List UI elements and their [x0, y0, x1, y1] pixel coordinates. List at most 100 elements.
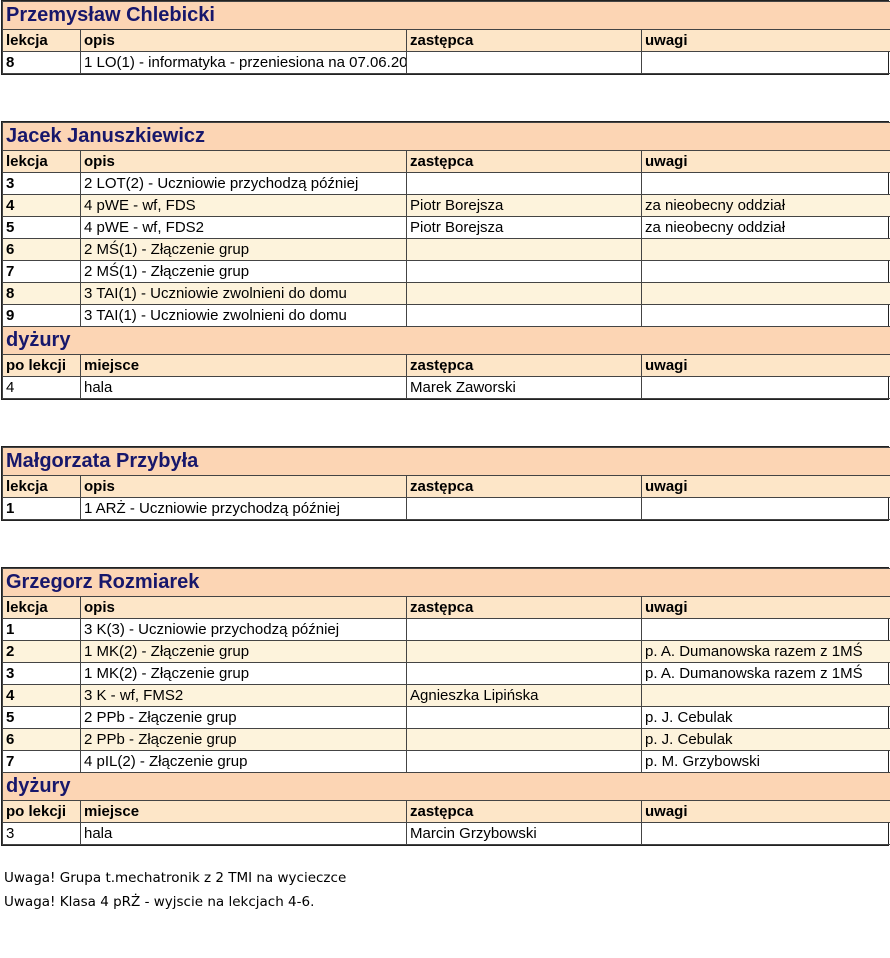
- cell: 7: [2, 750, 81, 773]
- cell: za nieobecny oddział: [640, 216, 890, 239]
- table-row: 4 hala Marek Zaworski: [2, 376, 890, 399]
- empty-cell: [406, 640, 642, 663]
- note: Uwaga! Grupa t.mechatronik z 2 TMI na wy…: [4, 870, 347, 886]
- header-cell: lekcja: [2, 475, 81, 498]
- cell: 2: [2, 640, 81, 663]
- cell: 2 LOT(2) - Uczniowie przychodzą później: [80, 172, 407, 195]
- cell: Marcin Grzybowski: [406, 822, 642, 845]
- cell: 3 TAI(1) - Uczniowie zwolnieni do domu: [80, 282, 407, 305]
- empty-cell: [406, 304, 642, 327]
- header-cell: zastępca: [406, 596, 642, 619]
- title-row: Przemysław Chlebicki: [1, 1, 890, 30]
- header-row: lekcja opis zastępca uwagi: [2, 29, 890, 52]
- header-cell: miejsce: [80, 354, 407, 377]
- empty-cell: [406, 497, 642, 520]
- cell: 1 MK(2) - Złączenie grup: [80, 640, 407, 663]
- header-cell: opis: [80, 29, 407, 52]
- header-cell: uwagi: [640, 475, 890, 498]
- cell: p. M. Grzybowski: [640, 750, 890, 773]
- cell: 1 MK(2) - Złączenie grup: [80, 662, 407, 685]
- empty-cell: [640, 684, 890, 707]
- table-body: Jacek Januszkiewicz lekcja opis zastępca uwa…: [1, 122, 890, 399]
- empty-cell: [640, 282, 890, 305]
- header-cell: uwagi: [640, 29, 890, 52]
- empty-cell: [406, 238, 642, 261]
- cell: 4 pWE - wf, FDS2: [80, 216, 407, 239]
- header-cell: miejsce: [80, 800, 407, 823]
- header-cell: uwagi: [640, 800, 890, 823]
- header-cell: zastępca: [406, 800, 642, 823]
- cell: Agnieszka Lipińska: [406, 684, 642, 707]
- cell: p. J. Cebulak: [640, 728, 890, 751]
- cell: 5: [2, 216, 81, 239]
- header-cell: lekcja: [2, 150, 81, 173]
- notes: Uwaga! Grupa t.mechatronik z 2 TMI na wy…: [0, 866, 890, 914]
- empty-cell: [640, 51, 890, 74]
- empty-cell: [640, 260, 890, 283]
- cell: 1 LO(1) - informatyka - przeniesiona na …: [80, 51, 407, 74]
- cell: 4: [2, 376, 81, 399]
- empty-cell: [640, 376, 890, 399]
- cell: 4: [2, 684, 81, 707]
- header-cell: opis: [80, 596, 407, 619]
- header-row: lekcja opis zastępca uwagi: [2, 596, 890, 619]
- empty-cell: [406, 172, 642, 195]
- header-row: po lekcji miejsce zastępca uwagi: [2, 800, 890, 823]
- cell: 3: [2, 822, 81, 845]
- cell: 4 pWE - wf, FDS: [80, 194, 407, 217]
- cell: 8: [2, 51, 81, 74]
- header-row: lekcja opis zastępca uwagi: [2, 475, 890, 498]
- cell: p. A. Dumanowska razem z 1MŚ: [640, 662, 890, 685]
- cell: za nieobecny oddział: [640, 194, 890, 217]
- cell: 7: [2, 260, 81, 283]
- cell: hala: [80, 822, 407, 845]
- table-row: 3 hala Marcin Grzybowski: [2, 822, 890, 845]
- empty-cell: [640, 497, 890, 520]
- cell: 3: [2, 662, 81, 685]
- section-title: Małgorzata Przybyła: [1, 447, 890, 476]
- section-title: dyżury: [1, 772, 890, 801]
- section-title: Grzegorz Rozmiarek: [1, 568, 890, 597]
- section-table: Przemysław Chlebicki lekcja opis zastępca uw…: [1, 1, 890, 74]
- title-row: Jacek Januszkiewicz: [1, 122, 890, 151]
- section-table: Grzegorz Rozmiarek lekcja opis zastępca uwag…: [1, 568, 890, 845]
- cell: 3 TAI(1) - Uczniowie zwolnieni do domu: [80, 304, 407, 327]
- cell: 2 PPb - Złączenie grup: [80, 706, 407, 729]
- header-cell: zastępca: [406, 29, 642, 52]
- header-cell: uwagi: [640, 150, 890, 173]
- cell: hala: [80, 376, 407, 399]
- cell: Piotr Borejsza: [406, 194, 642, 217]
- empty-cell: [406, 728, 642, 751]
- header-cell: zastępca: [406, 475, 642, 498]
- cell: 2 MŚ(1) - Złączenie grup: [80, 238, 407, 261]
- empty-cell: [640, 238, 890, 261]
- note: Uwaga! Klasa 4 pRŻ - wyjscie na lekcjach…: [4, 894, 315, 910]
- table-body: Małgorzata Przybyła lekcja opis zastępca uwa…: [1, 447, 890, 520]
- cell: 1: [2, 497, 81, 520]
- cell: 3 K - wf, FMS2: [80, 684, 407, 707]
- section-title: Przemysław Chlebicki: [1, 1, 890, 30]
- header-row: po lekcji miejsce zastępca uwagi: [2, 354, 890, 377]
- header-cell: po lekcji: [2, 800, 81, 823]
- cell: 6: [2, 238, 81, 261]
- title-row: Małgorzata Przybyła: [1, 447, 890, 476]
- cell: Piotr Borejsza: [406, 216, 642, 239]
- section-table: Małgorzata Przybyła lekcja opis zastępca uwa…: [1, 447, 890, 520]
- cell: 8: [2, 282, 81, 305]
- cell: 1: [2, 618, 81, 641]
- empty-cell: [406, 706, 642, 729]
- table-body: Przemysław Chlebicki lekcja opis zastępca uw…: [1, 1, 890, 74]
- empty-cell: [640, 304, 890, 327]
- header-row: lekcja opis zastępca uwagi: [2, 150, 890, 173]
- cell: p. A. Dumanowska razem z 1MŚ: [640, 640, 890, 663]
- cell: Marek Zaworski: [406, 376, 642, 399]
